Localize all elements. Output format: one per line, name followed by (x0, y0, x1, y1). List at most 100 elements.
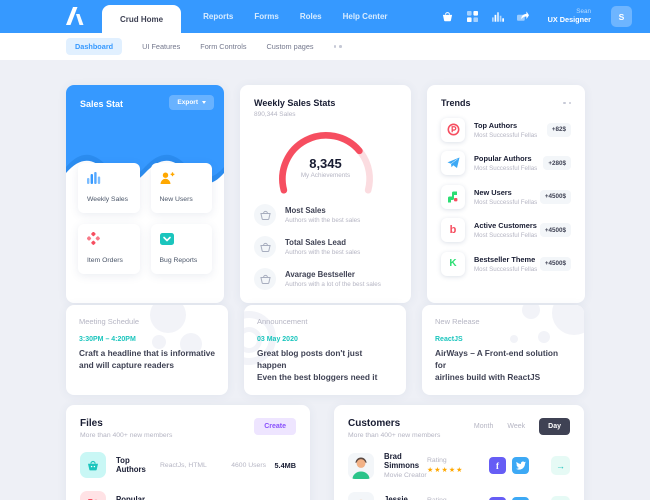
card-title: Files (80, 418, 103, 429)
tab-crud-home[interactable]: Crud Home (102, 5, 182, 33)
file-title: Popular Authors (116, 495, 146, 500)
avatar[interactable]: S (611, 6, 632, 27)
customers-card: Customers More than 400+ new members Mon… (334, 405, 584, 500)
list-item-total-sales-lead[interactable]: Total Sales Lead Authors with the best sa… (254, 236, 397, 258)
tab-crud-home-label: Crud Home (120, 14, 164, 24)
achievement-gauge: 8,345 My Achievements (254, 122, 397, 194)
nav-reports[interactable]: Reports (203, 12, 234, 21)
meeting-schedule-card[interactable]: Meeting Schedule 3:30PM – 4:20PM Craft a… (66, 305, 228, 395)
grid-icon[interactable] (467, 11, 479, 23)
rating-label: Rating (427, 457, 447, 464)
tab-day[interactable]: Day (539, 418, 570, 435)
twitter-icon[interactable] (512, 496, 529, 500)
trend-row-active-customers[interactable]: b Active Customers Most Successful Fellas… (441, 218, 571, 242)
nav-help-center[interactable]: Help Center (342, 12, 388, 21)
trend-row-top-authors[interactable]: Top Authors Most Successful Fellas +82$ (441, 117, 571, 142)
tile-new-users[interactable]: New Users (150, 163, 212, 213)
header-nav: Reports Forms Roles Help Center (203, 12, 387, 21)
basket-icon (254, 236, 276, 258)
basket-icon (254, 204, 276, 226)
trend-subtitle: Most Successful Fellas (474, 131, 538, 139)
avatar-initial: S (618, 11, 625, 22)
user-info: Sean UX Designer (548, 8, 591, 24)
brand-logo-icon[interactable] (66, 7, 88, 30)
telegram-plane-icon (441, 151, 465, 175)
sales-stat-title: Sales Stat (80, 99, 124, 109)
create-button[interactable]: Create (254, 418, 296, 435)
list-item-avarage-bestseller[interactable]: Avarage Bestseller Authors with a lot of … (254, 268, 397, 290)
new-release-card[interactable]: New Release ReactJS AirWays – A Front-en… (422, 305, 584, 395)
subnav-ui-features[interactable]: UI Features (142, 42, 181, 51)
weekly-sales-stats-card: Weekly Sales Stats 890,344 Sales 8,345 M… (240, 85, 411, 303)
trend-value-badge: +4500$ (539, 256, 571, 271)
export-label: Export (177, 99, 198, 106)
sub-navigation: Dashboard UI Features Form Controls Cust… (0, 33, 650, 60)
bar-chart-icon[interactable] (491, 11, 504, 23)
customer-row-jessie-clarcson[interactable]: Jessie Clarcson Rating ★★★★★ f → (348, 492, 570, 500)
file-users: 4600 Users (231, 461, 266, 469)
diamonds-icon (86, 231, 100, 245)
user-role: UX Designer (547, 14, 591, 24)
subnav-dashboard[interactable]: Dashboard (66, 38, 123, 55)
facebook-icon[interactable]: f (489, 496, 506, 500)
tab-week[interactable]: Week (507, 423, 526, 430)
customer-row-brad-simmons[interactable]: Brad Simmons Movie Creator Rating ★★★★★ … (348, 452, 570, 479)
arrow-right-button[interactable]: → (551, 456, 570, 475)
trend-title: Active Customers (474, 221, 537, 230)
meeting-headline: Craft a headline that is informative and… (79, 348, 216, 371)
card-subtitle: More than 400+ new members (80, 432, 173, 439)
circle-decoration (538, 331, 550, 343)
export-button[interactable]: Export (169, 95, 214, 110)
ring-decoration (244, 327, 262, 353)
avatar (348, 492, 374, 500)
circle-decoration (180, 333, 202, 355)
meeting-time: 3:30PM – 4:20PM (79, 336, 136, 343)
trend-row-bestseller-theme[interactable]: K Bestseller Theme Most Successful Fellas… (441, 251, 571, 276)
nav-forms[interactable]: Forms (254, 12, 279, 21)
tile-bug-reports[interactable]: Bug Reports (150, 224, 212, 274)
basket-icon (80, 452, 106, 478)
facebook-icon[interactable]: f (489, 457, 506, 474)
chevron-down-icon (202, 101, 206, 104)
trend-subtitle: Most Successful Fellas (474, 198, 538, 206)
rating-label: Rating (427, 496, 447, 500)
item-title: Avarage Bestseller (285, 270, 355, 279)
basket-icon (254, 268, 276, 290)
item-subtitle: Authors with the best sales (285, 249, 361, 256)
tab-month[interactable]: Month (473, 423, 494, 430)
trend-subtitle: Most Successful Fellas (474, 165, 538, 172)
trend-title: Top Authors (474, 120, 518, 130)
trends-card: Trends Top Authors Most Successful Fellas… (427, 85, 585, 303)
file-row-top-authors[interactable]: Top Authors ReactJs, HTML 4600 Users 5.4… (80, 452, 296, 478)
trend-value-badge: +4500$ (539, 189, 571, 204)
announcement-card[interactable]: Announcement 03 May 2020 Great blog post… (244, 305, 406, 395)
forward-arrow-icon[interactable] (516, 11, 529, 23)
twitter-icon[interactable] (512, 457, 529, 474)
zigzag-icon (441, 184, 465, 209)
product-hunt-icon (441, 117, 465, 142)
file-row-popular-authors[interactable]: Popular Authors Python, MySQL 7200 Users… (80, 491, 296, 500)
file-size: 5.4MB (274, 460, 297, 470)
announcement-date: 03 May 2020 (257, 336, 298, 343)
tile-label: New Users (159, 196, 193, 203)
nav-roles[interactable]: Roles (299, 12, 322, 21)
subnav-custom-pages[interactable]: Custom pages (266, 42, 314, 51)
list-item-most-sales[interactable]: Most Sales Authors with the best sales (254, 204, 397, 226)
trend-value-badge: +280$ (543, 156, 571, 170)
trend-row-popular-authors[interactable]: Popular Authors Most Successful Fellas +2… (441, 151, 571, 175)
more-icon[interactable] (333, 45, 342, 48)
announcement-headline: Great blog posts don't just happen Even … (257, 348, 378, 383)
trend-title: Bestseller Theme (474, 254, 536, 264)
more-icon[interactable] (563, 101, 571, 105)
tile-item-orders[interactable]: Item Orders (78, 224, 140, 274)
basket-icon[interactable] (442, 11, 454, 23)
trend-subtitle: Most Successful Fellas (474, 265, 538, 273)
ring-decoration (244, 311, 276, 365)
subnav-form-controls[interactable]: Form Controls (200, 42, 247, 51)
tile-weekly-sales[interactable]: Weekly Sales (78, 163, 140, 213)
arrow-right-button[interactable]: → (551, 495, 570, 500)
letter-b-glyph: b (449, 223, 457, 236)
letter-b-icon: b (441, 218, 465, 242)
trend-row-new-users[interactable]: New Users Most Successful Fellas +4500$ (441, 184, 571, 209)
letter-k-glyph: K (449, 257, 457, 269)
